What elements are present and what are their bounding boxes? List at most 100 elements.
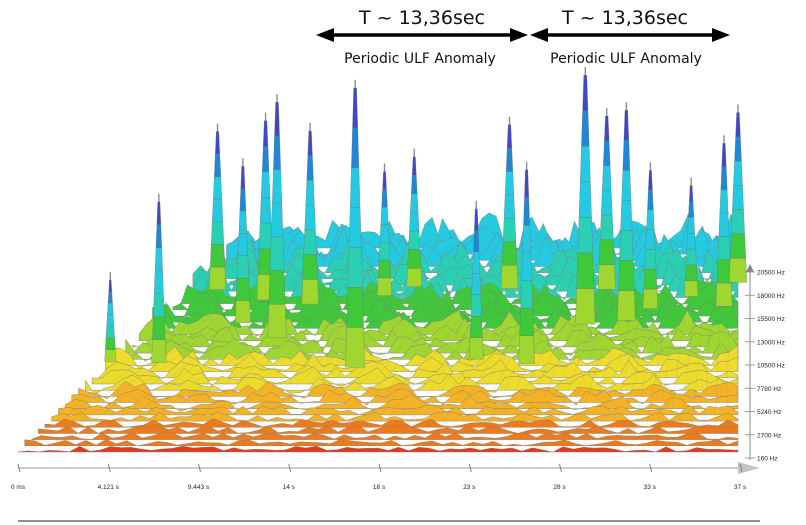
peak-band: [602, 165, 612, 191]
peak-band: [716, 259, 732, 284]
surface-gridline: [137, 287, 324, 453]
time-tick: [288, 463, 292, 473]
spectral-peak: [500, 116, 519, 289]
spectral-peak: [597, 108, 616, 290]
spectral-peak: [345, 79, 365, 368]
surface-gridline: [485, 287, 564, 453]
peak-band: [518, 335, 535, 364]
spectrum-row: [37, 425, 739, 434]
peak-band: [407, 249, 422, 269]
time-tick-label: 14 s: [283, 484, 296, 491]
spectral-peak: [151, 193, 167, 363]
peak-band: [272, 169, 282, 204]
peak-band: [717, 236, 731, 260]
spectral-peak: [267, 94, 287, 338]
spectral-peak: [715, 135, 733, 307]
peak-band: [153, 293, 165, 317]
period-label-2: T ~ 13,36sec: [561, 7, 688, 29]
surface-gridline: [473, 287, 556, 453]
peak-band: [237, 233, 248, 256]
spectral-peak: [684, 177, 699, 297]
frequency-tick-label: 20500 Hz: [757, 270, 785, 277]
surface-gridline: [17, 287, 241, 453]
peak-band: [273, 135, 281, 170]
peak-band: [345, 327, 365, 368]
spectral-peak: [406, 148, 423, 287]
spectral-peak: [729, 104, 747, 283]
peak-band: [305, 180, 315, 206]
time-axis: 0 ms 4.121 s 9.443 s 14 s 18 s 23 s 28 s 33 s 37…: [11, 462, 760, 522]
peak-band: [211, 221, 224, 245]
surface-gridline: [677, 287, 697, 453]
surface-gridline: [629, 287, 664, 453]
peak-band: [520, 280, 533, 309]
peak-band: [644, 249, 657, 270]
surface-gridline: [305, 287, 440, 453]
peak-band: [505, 147, 513, 172]
period-arrow-right-head-1: [510, 28, 528, 42]
peak-band: [523, 197, 530, 226]
peak-band: [382, 171, 387, 190]
time-tick-label: 4.121 s: [98, 484, 120, 491]
peak-band: [346, 287, 364, 328]
peak-band: [269, 236, 285, 271]
peak-band: [578, 181, 592, 218]
surface-gridline: [545, 287, 606, 453]
frequency-tick-label: 18000 Hz: [757, 293, 785, 300]
frequency-tick-label: 160 Hz: [757, 456, 778, 463]
surface-gridline: [281, 287, 423, 453]
peak-band: [601, 190, 613, 216]
frequency-tick-label: 7780 Hz: [757, 386, 781, 393]
peak-band: [503, 194, 516, 219]
peak-band: [270, 202, 284, 237]
peak-band: [729, 257, 747, 283]
spectrum-row: [31, 432, 739, 440]
peak-band: [718, 212, 730, 237]
time-tick: [649, 463, 653, 473]
spectral-peak: [468, 200, 484, 360]
peak-band: [472, 251, 481, 274]
peak-band: [235, 300, 251, 324]
peak-band: [377, 259, 392, 278]
peak-band: [351, 127, 360, 168]
peaks-layer: [104, 67, 747, 368]
peak-band: [720, 166, 728, 190]
peak-band: [581, 110, 590, 147]
time-tick-label: 18 s: [373, 484, 386, 491]
spectral-peak: [104, 271, 117, 362]
surface-gridline: [29, 287, 249, 453]
peak-band: [575, 288, 596, 325]
peak-band: [577, 217, 593, 254]
surface-gridline: [197, 287, 365, 453]
spectrum-row: [71, 388, 739, 407]
surface-gridline: [713, 287, 722, 453]
spectrum-row: [51, 411, 739, 422]
peak-band: [599, 214, 614, 240]
peak-band: [507, 124, 512, 149]
surface-gridline: [377, 287, 490, 453]
peak-band: [524, 169, 529, 198]
peak-band: [107, 291, 113, 304]
surface-gridline: [173, 287, 349, 453]
period-annotation-1: T ~ 13,36sec Periodic ULF Anomaly: [316, 7, 528, 67]
time-tick-label: 9.443 s: [188, 484, 210, 491]
peak-band: [301, 279, 319, 305]
time-tick-label: 23 s: [463, 484, 476, 491]
peak-band: [733, 160, 743, 186]
peak-band: [154, 270, 164, 294]
time-tick-label: 0 ms: [11, 484, 26, 491]
peak-band: [618, 260, 635, 291]
spectral-peak: [642, 162, 659, 309]
peak-band: [620, 200, 633, 231]
spectrum-row: [44, 418, 739, 428]
peak-band: [619, 230, 634, 261]
frequency-tick-label: 13000 Hz: [757, 339, 785, 346]
surface-gridline: [617, 287, 656, 453]
peak-band: [236, 255, 249, 279]
surface-gridline: [209, 287, 373, 453]
spectral-peak: [235, 158, 251, 324]
surface-gridline: [269, 287, 415, 453]
surface-gridline: [401, 287, 506, 453]
